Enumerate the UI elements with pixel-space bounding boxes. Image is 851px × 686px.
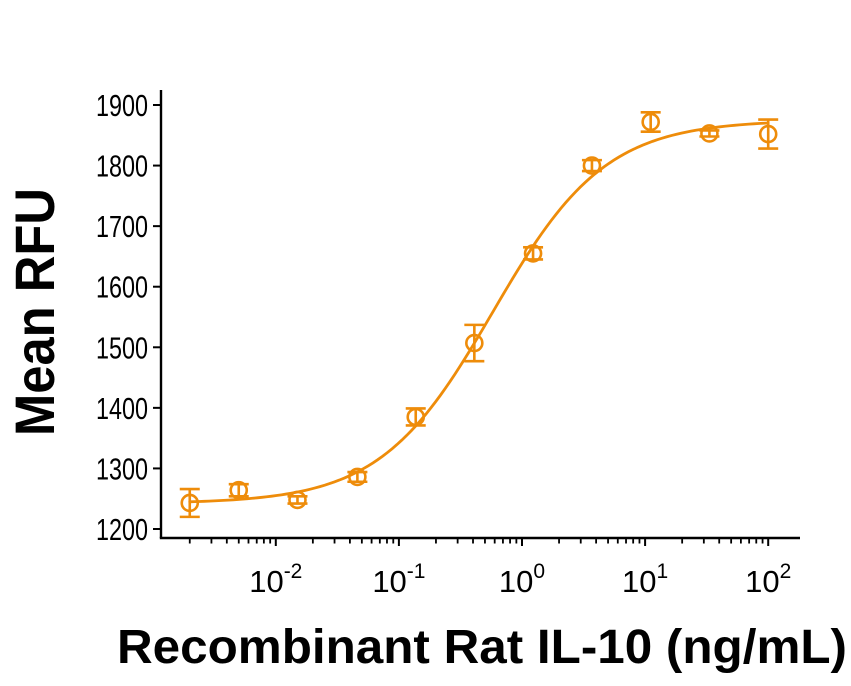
y-tick-label: 1900 (96, 88, 148, 123)
data-point-marker (180, 493, 200, 513)
data-point-marker (229, 480, 249, 500)
data-point-marker (406, 407, 426, 427)
data-point-marker (641, 112, 660, 132)
data-point-marker (288, 490, 307, 510)
x-tick-label: 10-2 (249, 560, 302, 599)
y-tick-label: 1500 (96, 330, 148, 365)
data-point-marker (465, 333, 484, 353)
y-tick-label: 1700 (96, 209, 148, 244)
data-point-marker (758, 124, 778, 144)
data-point-marker (523, 244, 543, 263)
x-axis-title: Recombinant Rat IL-10 (ng/mL) (117, 621, 847, 674)
x-tick-label: 102 (745, 560, 791, 599)
y-tick-label: 1400 (96, 391, 148, 426)
axes (159, 90, 800, 540)
y-tick-label: 1600 (96, 270, 148, 305)
data-point-marker (700, 124, 719, 143)
data-points (180, 112, 778, 513)
y-tick-label: 1200 (96, 512, 148, 547)
x-tick-labels: 10-2 10-1 100 101 102 (249, 560, 791, 599)
y-axis-ticks (153, 104, 161, 530)
x-axis-ticks (188, 538, 770, 546)
data-point-marker (582, 156, 602, 175)
fit-curve (188, 121, 770, 504)
y-axis-title: Mean RFU (3, 188, 66, 436)
x-tick-label: 101 (622, 560, 668, 599)
y-tick-label: 1300 (96, 451, 148, 486)
x-tick-label: 100 (499, 560, 545, 599)
y-tick-label: 1800 (96, 149, 148, 184)
error-bars (179, 110, 779, 519)
data-point-marker (348, 467, 367, 487)
x-tick-label: 10-1 (372, 560, 425, 599)
y-tick-labels: 1200 1300 1400 1500 1600 1700 1800 1900 (96, 88, 148, 547)
fit-curve-path (188, 121, 770, 504)
